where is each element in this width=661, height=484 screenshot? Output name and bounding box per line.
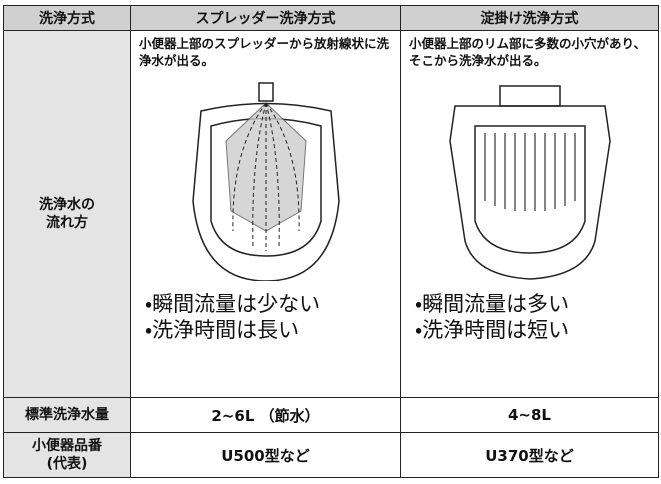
- model-row: 小便器品番 (代表) U500型など U370型など: [3, 432, 659, 478]
- description: 小便器上部のスプレッダーから放射線状に洗浄水が出る。: [139, 36, 390, 68]
- bullet: ・瞬間流量は多い: [415, 292, 570, 316]
- label-line: 標準洗浄水量: [25, 407, 109, 423]
- flow-cell: 小便器上部のリム部に多数の小穴があり、そこから洗浄水が出る。 ・瞬間流量は多い: [400, 30, 659, 398]
- label-line: 洗浄水の: [39, 197, 95, 213]
- bullet: ・洗浄時間は長い: [145, 318, 300, 342]
- header-cell: スプレッダー洗浄方式: [130, 5, 401, 31]
- value-cell: U370型など: [400, 432, 659, 478]
- value-cell: 2~6L （節水）: [130, 397, 401, 433]
- value-cell: U500型など: [130, 432, 401, 478]
- bullet-list: ・瞬間流量は少ない ・洗浄時間は長い: [131, 291, 400, 343]
- description: 小便器上部のリム部に多数の小穴があり、そこから洗浄水が出る。: [409, 36, 647, 68]
- row-label: 標準洗浄水量: [3, 397, 131, 433]
- label-line: 小便器品番: [32, 438, 102, 454]
- water-row: 標準洗浄水量 2~6L （節水） 4~8L: [3, 397, 659, 433]
- flow-row: 洗浄水の 流れ方 小便器上部のスプレッダーから放射線状に洗浄水が出る。: [3, 30, 659, 398]
- header-cell: 淀掛け洗浄方式: [400, 5, 659, 31]
- bullet: ・瞬間流量は少ない: [145, 292, 321, 316]
- flow-cell: 小便器上部のスプレッダーから放射線状に洗浄水が出る。 ・瞬間流量は少ない ・洗浄…: [130, 30, 401, 398]
- row-label: 洗浄水の 流れ方: [3, 30, 131, 398]
- header-row: 洗浄方式 スプレッダー洗浄方式 淀掛け洗浄方式: [3, 5, 659, 31]
- bullet: ・洗浄時間は短い: [415, 318, 570, 342]
- rim-illustration: [448, 85, 611, 280]
- spreader-illustration: [191, 82, 340, 281]
- row-label: 小便器品番 (代表): [3, 432, 131, 478]
- value-cell: 4~8L: [400, 397, 659, 433]
- comparison-table: 洗浄方式 スプレッダー洗浄方式 淀掛け洗浄方式 洗浄水の 流れ方 小便器上部のス…: [3, 5, 659, 478]
- label-line: 流れ方: [46, 215, 88, 231]
- bullet-list: ・瞬間流量は多い ・洗浄時間は短い: [401, 291, 658, 343]
- label-line: (代表): [46, 456, 88, 472]
- header-cell: 洗浄方式: [3, 5, 131, 31]
